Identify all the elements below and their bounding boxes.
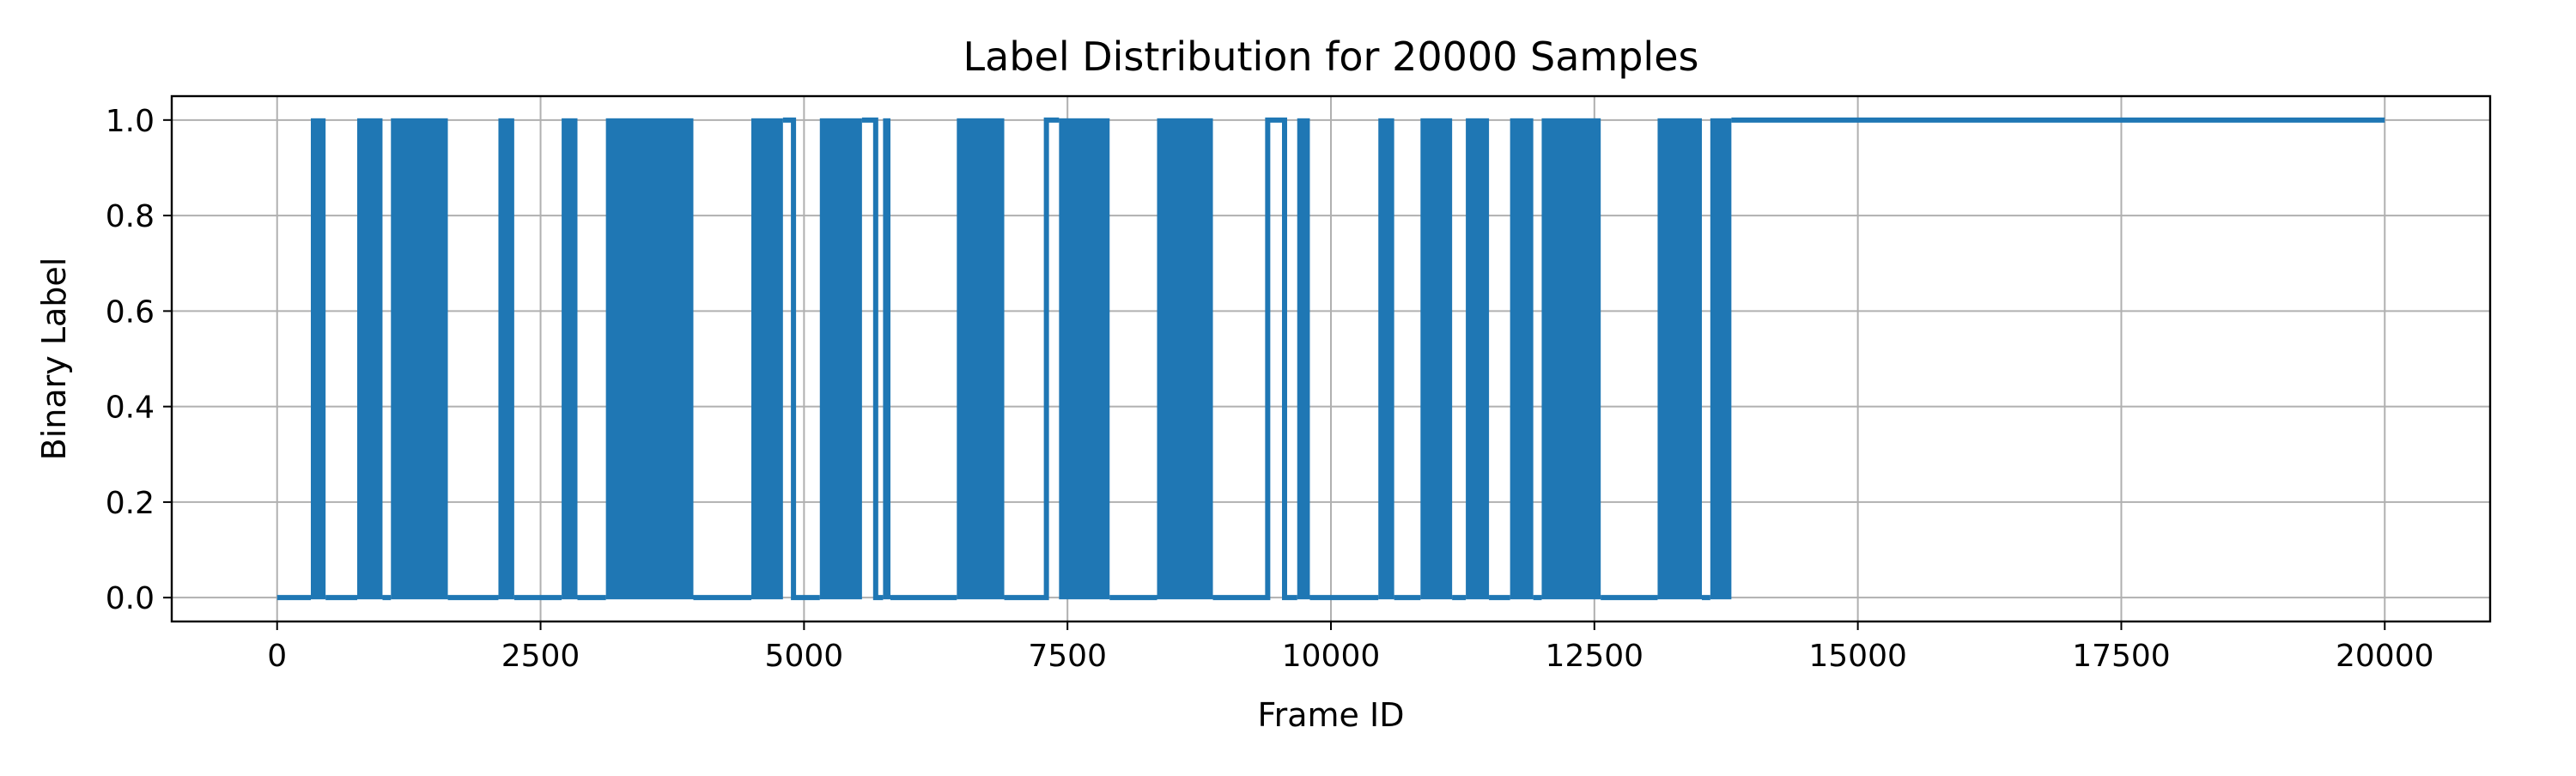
dense-label-block (1510, 118, 1534, 600)
x-tick-label: 15000 (1808, 639, 1907, 674)
y-tick-label: 0.6 (106, 294, 155, 330)
x-tick-label: 2500 (501, 639, 580, 674)
x-tick-label: 10000 (1282, 639, 1381, 674)
dense-label-block (751, 118, 783, 600)
dense-label-block (562, 118, 578, 600)
y-tick-label: 0.8 (106, 199, 155, 234)
dense-label-block (1059, 118, 1110, 600)
y-axis-label: Binary Label (35, 258, 73, 461)
y-tick-label: 0.2 (106, 486, 155, 521)
x-tick-label: 0 (267, 639, 287, 674)
y-tick-label: 1.0 (106, 104, 155, 139)
dense-label-block (819, 118, 862, 600)
dense-label-block (1541, 118, 1601, 600)
dense-label-block (659, 118, 694, 600)
dense-label-block (1420, 118, 1453, 600)
x-tick-label: 17500 (2072, 639, 2171, 674)
dense-label-block (1378, 118, 1394, 600)
dense-label-block (1657, 118, 1702, 600)
x-axis-label: Frame ID (1258, 696, 1405, 734)
dense-label-block (957, 118, 1005, 600)
dense-label-block (883, 118, 890, 600)
dense-label-block (498, 118, 514, 600)
series-line (276, 117, 2385, 601)
dense-label-block (357, 118, 383, 600)
dense-label-block (391, 118, 448, 600)
dense-label-block (311, 118, 326, 600)
y-tick-label: 0.0 (106, 581, 155, 616)
axis-ticks: 0 2500 5000 7500 10000 12500 15000 17500 20000 0.… (106, 104, 2434, 674)
y-tick-label: 0.4 (106, 391, 155, 426)
dense-label-block (1466, 118, 1490, 600)
x-tick-label: 7500 (1028, 639, 1107, 674)
dense-label-block (1297, 118, 1310, 600)
x-tick-label: 12500 (1546, 639, 1644, 674)
dense-label-block (1710, 118, 1732, 600)
x-tick-label: 5000 (765, 639, 844, 674)
dense-label-block (605, 118, 659, 600)
x-tick-label: 20000 (2336, 639, 2434, 674)
chart-title: Label Distribution for 20000 Samples (963, 33, 1699, 80)
data-series (276, 117, 2385, 601)
dense-label-block (1157, 118, 1213, 600)
